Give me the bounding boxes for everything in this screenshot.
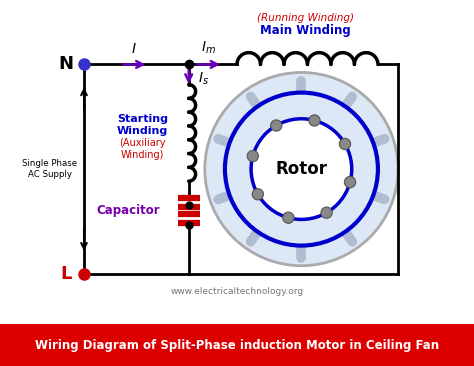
Text: $I_s$: $I_s$ <box>198 70 209 87</box>
Circle shape <box>345 176 356 188</box>
Circle shape <box>247 150 258 162</box>
Text: Single Phase
AC Supply: Single Phase AC Supply <box>22 159 77 179</box>
Circle shape <box>205 72 398 266</box>
Text: Main Winding: Main Winding <box>260 24 351 37</box>
Text: N: N <box>58 55 73 74</box>
Circle shape <box>309 115 320 126</box>
Text: $I$: $I$ <box>131 42 137 56</box>
Text: Wiring Diagram of Split-Phase induction Motor in Ceiling Fan: Wiring Diagram of Split-Phase induction … <box>35 339 439 352</box>
Circle shape <box>339 138 351 150</box>
Circle shape <box>271 120 282 131</box>
Text: L: L <box>60 265 72 283</box>
Text: Capacitor: Capacitor <box>97 203 160 217</box>
Circle shape <box>251 119 352 220</box>
Circle shape <box>225 93 378 246</box>
Circle shape <box>321 207 332 218</box>
Text: (Running Winding): (Running Winding) <box>257 13 354 23</box>
Text: Starting
Winding: Starting Winding <box>117 114 168 136</box>
Text: Rotor: Rotor <box>275 160 328 178</box>
Circle shape <box>252 188 264 200</box>
Text: www.electricaltechnology.org: www.electricaltechnology.org <box>171 287 303 296</box>
Text: $I_m$: $I_m$ <box>201 39 216 56</box>
Text: (Auxiliary
Winding): (Auxiliary Winding) <box>119 138 165 160</box>
Circle shape <box>283 212 294 223</box>
